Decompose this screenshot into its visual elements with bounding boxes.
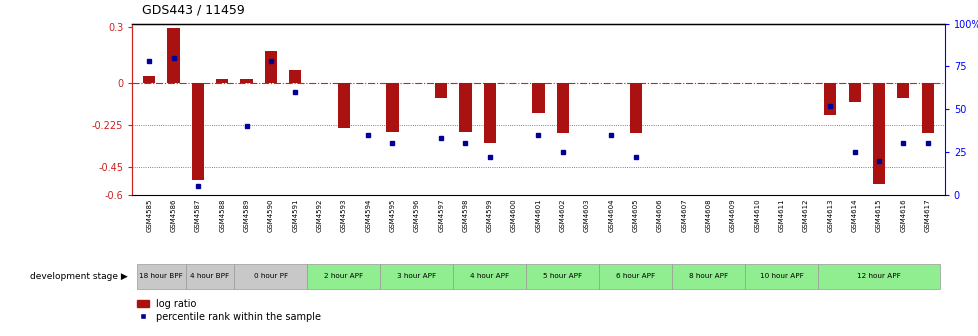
Bar — [434, 83, 447, 98]
Text: GSM4586: GSM4586 — [170, 198, 176, 232]
Text: GSM4601: GSM4601 — [535, 198, 541, 232]
Bar — [920, 83, 933, 133]
Text: GSM4614: GSM4614 — [851, 198, 857, 232]
Bar — [818, 263, 939, 289]
Text: 18 hour BPF: 18 hour BPF — [139, 274, 183, 279]
Text: 5 hour APF: 5 hour APF — [543, 274, 582, 279]
Text: GSM4603: GSM4603 — [584, 198, 590, 232]
Text: GSM4599: GSM4599 — [486, 198, 492, 232]
Text: 3 hour APF: 3 hour APF — [397, 274, 436, 279]
Text: GSM4592: GSM4592 — [316, 198, 322, 232]
Text: GSM4617: GSM4617 — [924, 198, 930, 232]
Text: 4 hour APF: 4 hour APF — [469, 274, 509, 279]
Bar — [872, 83, 884, 184]
Text: GSM4610: GSM4610 — [754, 198, 760, 232]
Text: GSM4609: GSM4609 — [730, 198, 735, 232]
Text: 6 hour APF: 6 hour APF — [615, 274, 654, 279]
Text: GSM4590: GSM4590 — [268, 198, 274, 232]
Text: GSM4596: GSM4596 — [414, 198, 420, 232]
Legend: log ratio, percentile rank within the sample: log ratio, percentile rank within the sa… — [137, 299, 321, 322]
Bar — [379, 263, 453, 289]
Text: GSM4604: GSM4604 — [607, 198, 614, 232]
Bar — [143, 76, 156, 83]
Bar — [629, 83, 642, 133]
Bar — [337, 83, 349, 128]
Text: GSM4585: GSM4585 — [146, 198, 152, 232]
Bar — [848, 83, 860, 102]
Text: GSM4606: GSM4606 — [656, 198, 662, 232]
Text: GSM4587: GSM4587 — [195, 198, 200, 232]
Bar — [453, 263, 526, 289]
Bar — [532, 83, 544, 113]
Bar — [192, 83, 203, 180]
Text: GSM4588: GSM4588 — [219, 198, 225, 232]
Bar — [672, 263, 744, 289]
Text: GSM4615: GSM4615 — [875, 198, 881, 232]
Text: GSM4598: GSM4598 — [462, 198, 468, 232]
Text: 0 hour PF: 0 hour PF — [253, 274, 288, 279]
Bar — [599, 263, 672, 289]
Text: GSM4597: GSM4597 — [438, 198, 444, 232]
Bar — [744, 263, 818, 289]
Bar — [216, 79, 228, 83]
Bar — [137, 263, 186, 289]
Text: GSM4608: GSM4608 — [705, 198, 711, 232]
Bar — [264, 50, 277, 83]
Text: GSM4602: GSM4602 — [559, 198, 565, 232]
Bar — [289, 70, 301, 83]
Bar — [241, 79, 252, 83]
Text: GSM4612: GSM4612 — [802, 198, 808, 232]
Text: GSM4616: GSM4616 — [900, 198, 906, 232]
Bar — [234, 263, 307, 289]
Text: 2 hour APF: 2 hour APF — [324, 274, 363, 279]
Text: GSM4600: GSM4600 — [511, 198, 516, 232]
Text: GSM4595: GSM4595 — [389, 198, 395, 232]
Text: GDS443 / 11459: GDS443 / 11459 — [142, 4, 244, 17]
Text: 8 hour APF: 8 hour APF — [689, 274, 728, 279]
Bar — [897, 83, 909, 98]
Bar — [167, 28, 179, 83]
Bar — [386, 83, 398, 132]
Text: GSM4593: GSM4593 — [340, 198, 346, 232]
Text: GSM4611: GSM4611 — [778, 198, 784, 232]
Text: GSM4613: GSM4613 — [826, 198, 832, 232]
Bar — [307, 263, 379, 289]
Bar — [459, 83, 471, 132]
Bar — [556, 83, 568, 133]
Text: GSM4591: GSM4591 — [291, 198, 298, 232]
Bar — [483, 83, 496, 143]
Text: 12 hour APF: 12 hour APF — [857, 274, 900, 279]
Text: GSM4594: GSM4594 — [365, 198, 371, 232]
Text: 4 hour BPF: 4 hour BPF — [191, 274, 230, 279]
Bar — [526, 263, 599, 289]
Bar — [186, 263, 234, 289]
Text: 10 hour APF: 10 hour APF — [759, 274, 803, 279]
Text: development stage ▶: development stage ▶ — [29, 272, 127, 281]
Text: GSM4589: GSM4589 — [244, 198, 249, 232]
Text: GSM4605: GSM4605 — [632, 198, 638, 232]
Text: GSM4607: GSM4607 — [681, 198, 687, 232]
Bar — [823, 83, 835, 115]
